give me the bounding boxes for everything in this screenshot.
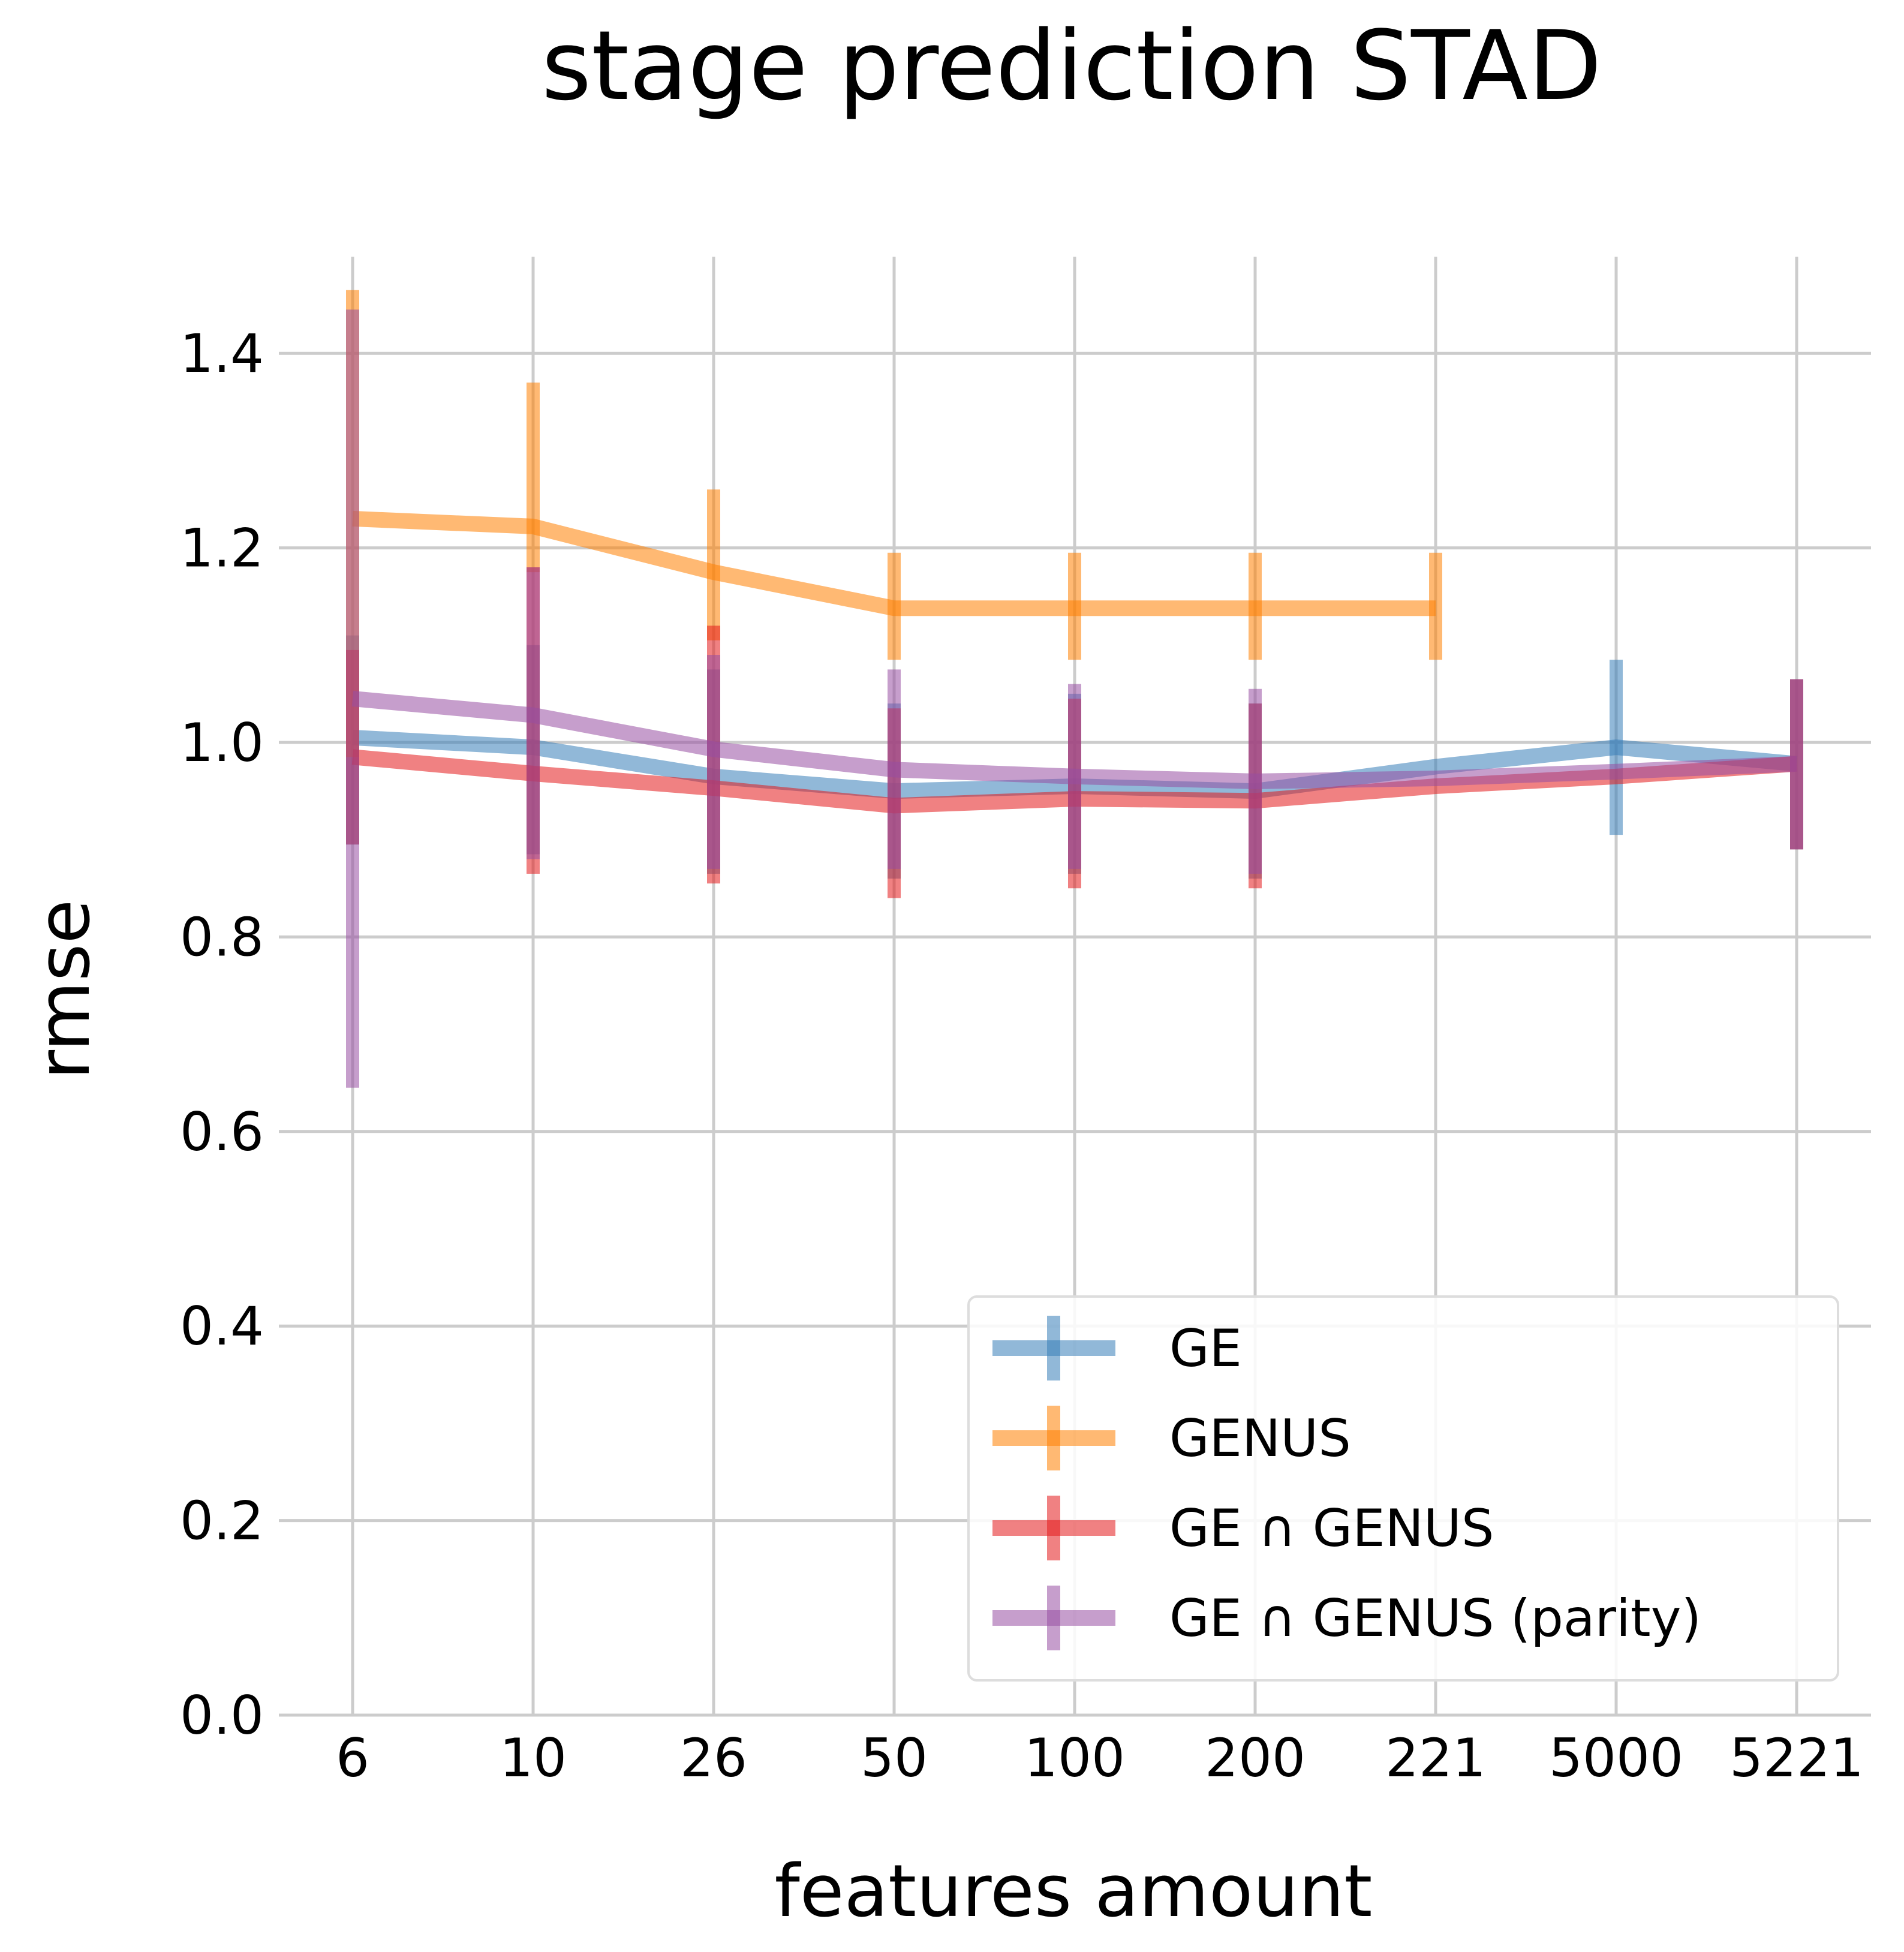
y-tick-label: 1.0 bbox=[180, 712, 264, 774]
y-tick-label: 1.2 bbox=[180, 518, 264, 579]
series-line bbox=[351, 691, 1797, 789]
x-tick-label: 221 bbox=[1385, 1727, 1486, 1789]
x-tick-label: 6 bbox=[336, 1727, 369, 1789]
legend-entry-label: GE bbox=[1169, 1319, 1242, 1379]
legend-entry-label: GE ∩ GENUS (parity) bbox=[1169, 1589, 1701, 1649]
y-tick-label: 0.8 bbox=[180, 906, 264, 968]
y-tick-label: 1.4 bbox=[180, 323, 264, 384]
x-tick-label: 26 bbox=[680, 1727, 747, 1789]
legend-frame bbox=[967, 1295, 1839, 1682]
legend: GE GENUS GE ∩ GENUS GE ∩ GENUS (parity) bbox=[967, 1295, 1839, 1682]
x-tick-label: 200 bbox=[1205, 1727, 1306, 1789]
x-tick-labels: 6 10 26 50 100 200 221 5000 5221 bbox=[336, 1727, 1864, 1789]
x-tick-label: 5000 bbox=[1549, 1727, 1683, 1789]
chart-title: stage prediction STAD bbox=[542, 10, 1602, 122]
x-tick-label: 5221 bbox=[1729, 1727, 1864, 1789]
series-layer bbox=[346, 290, 1803, 1088]
y-axis-label: rmse bbox=[23, 900, 106, 1079]
y-tick-labels: 0.0 0.2 0.4 0.6 0.8 1.0 1.2 1.4 bbox=[180, 323, 264, 1746]
y-tick-label: 0.4 bbox=[180, 1295, 264, 1357]
y-tick-label: 0.2 bbox=[180, 1490, 264, 1552]
x-tick-label: 10 bbox=[500, 1727, 567, 1789]
legend-entry-label: GE ∩ GENUS bbox=[1169, 1499, 1494, 1559]
legend-entry-label: GENUS bbox=[1169, 1409, 1351, 1469]
x-tick-label: 100 bbox=[1024, 1727, 1125, 1789]
x-axis-label: features amount bbox=[775, 1850, 1373, 1933]
series-line bbox=[352, 510, 1436, 616]
series-3 bbox=[346, 309, 1803, 1088]
y-tick-label: 0.0 bbox=[180, 1685, 264, 1746]
x-tick-label: 50 bbox=[861, 1727, 928, 1789]
y-tick-label: 0.6 bbox=[180, 1101, 264, 1163]
